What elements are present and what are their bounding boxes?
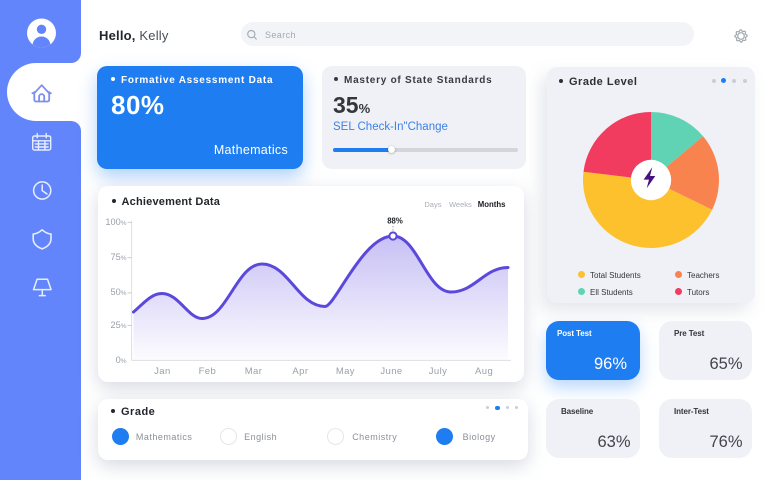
svg-text:Mar: Mar [244, 366, 262, 377]
svg-text:Apr: Apr [292, 366, 308, 377]
svg-text:25%: 25% [110, 320, 126, 330]
svg-text:Jan: Jan [154, 366, 171, 377]
svg-text:0%: 0% [115, 355, 126, 365]
svg-text:July: July [428, 366, 447, 377]
svg-text:Aug: Aug [475, 366, 493, 377]
svg-text:May: May [335, 366, 354, 377]
svg-text:50%: 50% [110, 287, 126, 297]
svg-text:88%: 88% [387, 216, 403, 225]
svg-text:100%: 100% [105, 217, 126, 227]
svg-text:Feb: Feb [198, 366, 216, 377]
svg-text:75%: 75% [110, 252, 126, 262]
svg-text:June: June [380, 366, 402, 377]
